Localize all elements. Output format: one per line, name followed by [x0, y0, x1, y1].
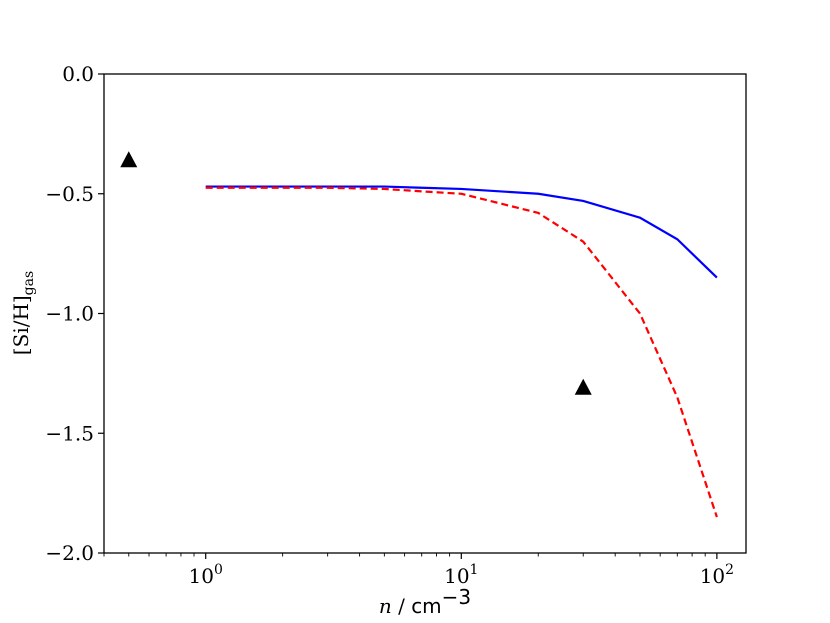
x-tick-label: 100: [189, 562, 223, 588]
chart-axes: 0.0 −0.5 −1.0 −1.5 −2.0 100 101 102: [45, 62, 734, 588]
y-tick-label: −0.5: [45, 182, 94, 206]
x-tick-label: 102: [700, 562, 734, 588]
y-tick-label: 0.0: [62, 62, 94, 86]
triangle-marker: [120, 151, 138, 168]
plot-frame: [103, 73, 747, 554]
dashed-series-line: [205, 186, 718, 518]
y-axis-title: [Si/H]gas: [9, 271, 37, 355]
y-tick-label: −2.0: [45, 541, 94, 565]
x-tick-label: 101: [444, 562, 478, 588]
triangle-marker: [574, 378, 592, 395]
y-tick-label: −1.5: [45, 421, 94, 445]
solid-series-line: [205, 185, 718, 279]
chart-marks: [120, 151, 718, 518]
x-axis-title: n / cm−3: [379, 585, 471, 618]
y-tick-label: −1.0: [45, 302, 94, 326]
